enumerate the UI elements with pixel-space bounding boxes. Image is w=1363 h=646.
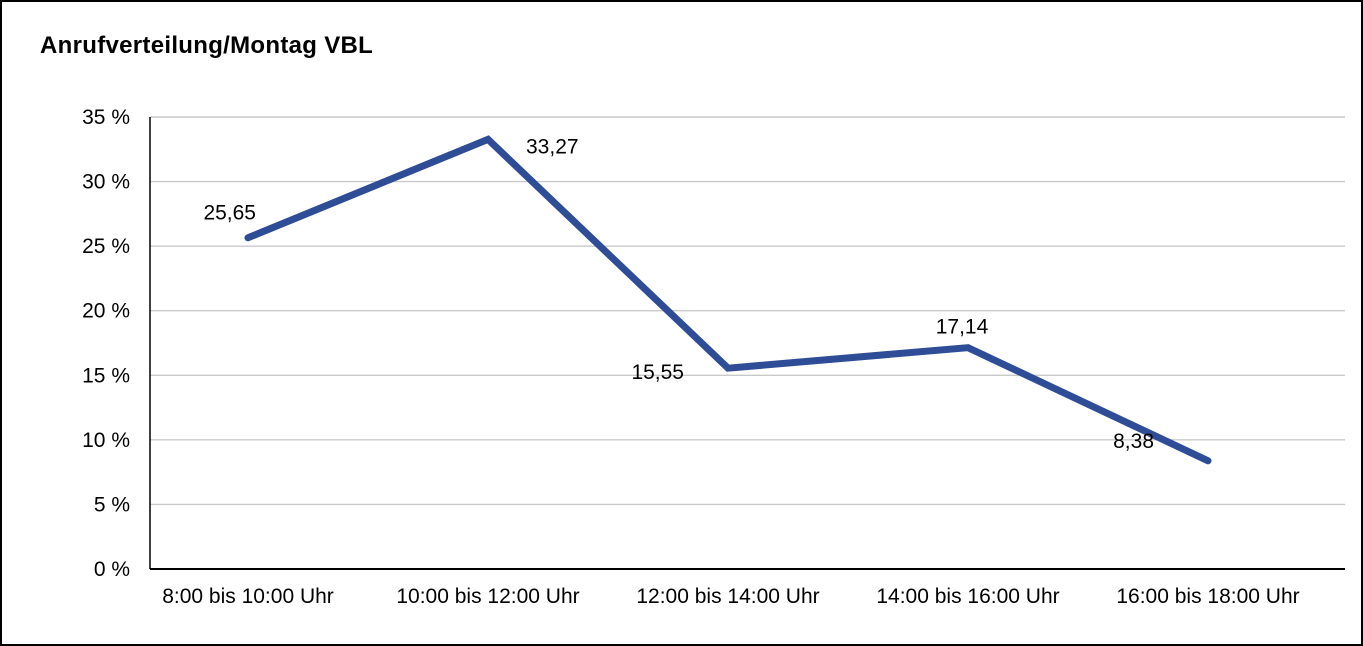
y-tick-label: 20 % (82, 300, 130, 323)
x-category-label: 16:00 bis 18:00 Uhr (1116, 585, 1299, 608)
y-tick-label: 0 % (94, 558, 130, 581)
x-category-label: 14:00 bis 16:00 Uhr (876, 585, 1059, 608)
y-tick-label: 25 % (82, 235, 130, 258)
x-category-label: 10:00 bis 12:00 Uhr (396, 585, 579, 608)
chart-title: Anrufverteilung/Montag VBL (40, 32, 374, 59)
data-point-label: 15,55 (631, 361, 684, 384)
data-line (244, 135, 1212, 465)
x-category-label: 12:00 bis 14:00 Uhr (636, 585, 819, 608)
data-point-label: 25,65 (203, 202, 256, 225)
data-point-label: 17,14 (936, 316, 989, 339)
y-tick-label: 35 % (82, 106, 130, 129)
x-category-label: 8:00 bis 10:00 Uhr (162, 585, 334, 608)
y-tick-label: 15 % (82, 364, 130, 387)
data-point-label: 33,27 (526, 135, 579, 158)
y-tick-label: 5 % (94, 493, 130, 516)
data-point-label: 8,38 (1113, 430, 1154, 453)
y-tick-label: 10 % (82, 429, 130, 452)
y-tick-label: 30 % (82, 171, 130, 194)
